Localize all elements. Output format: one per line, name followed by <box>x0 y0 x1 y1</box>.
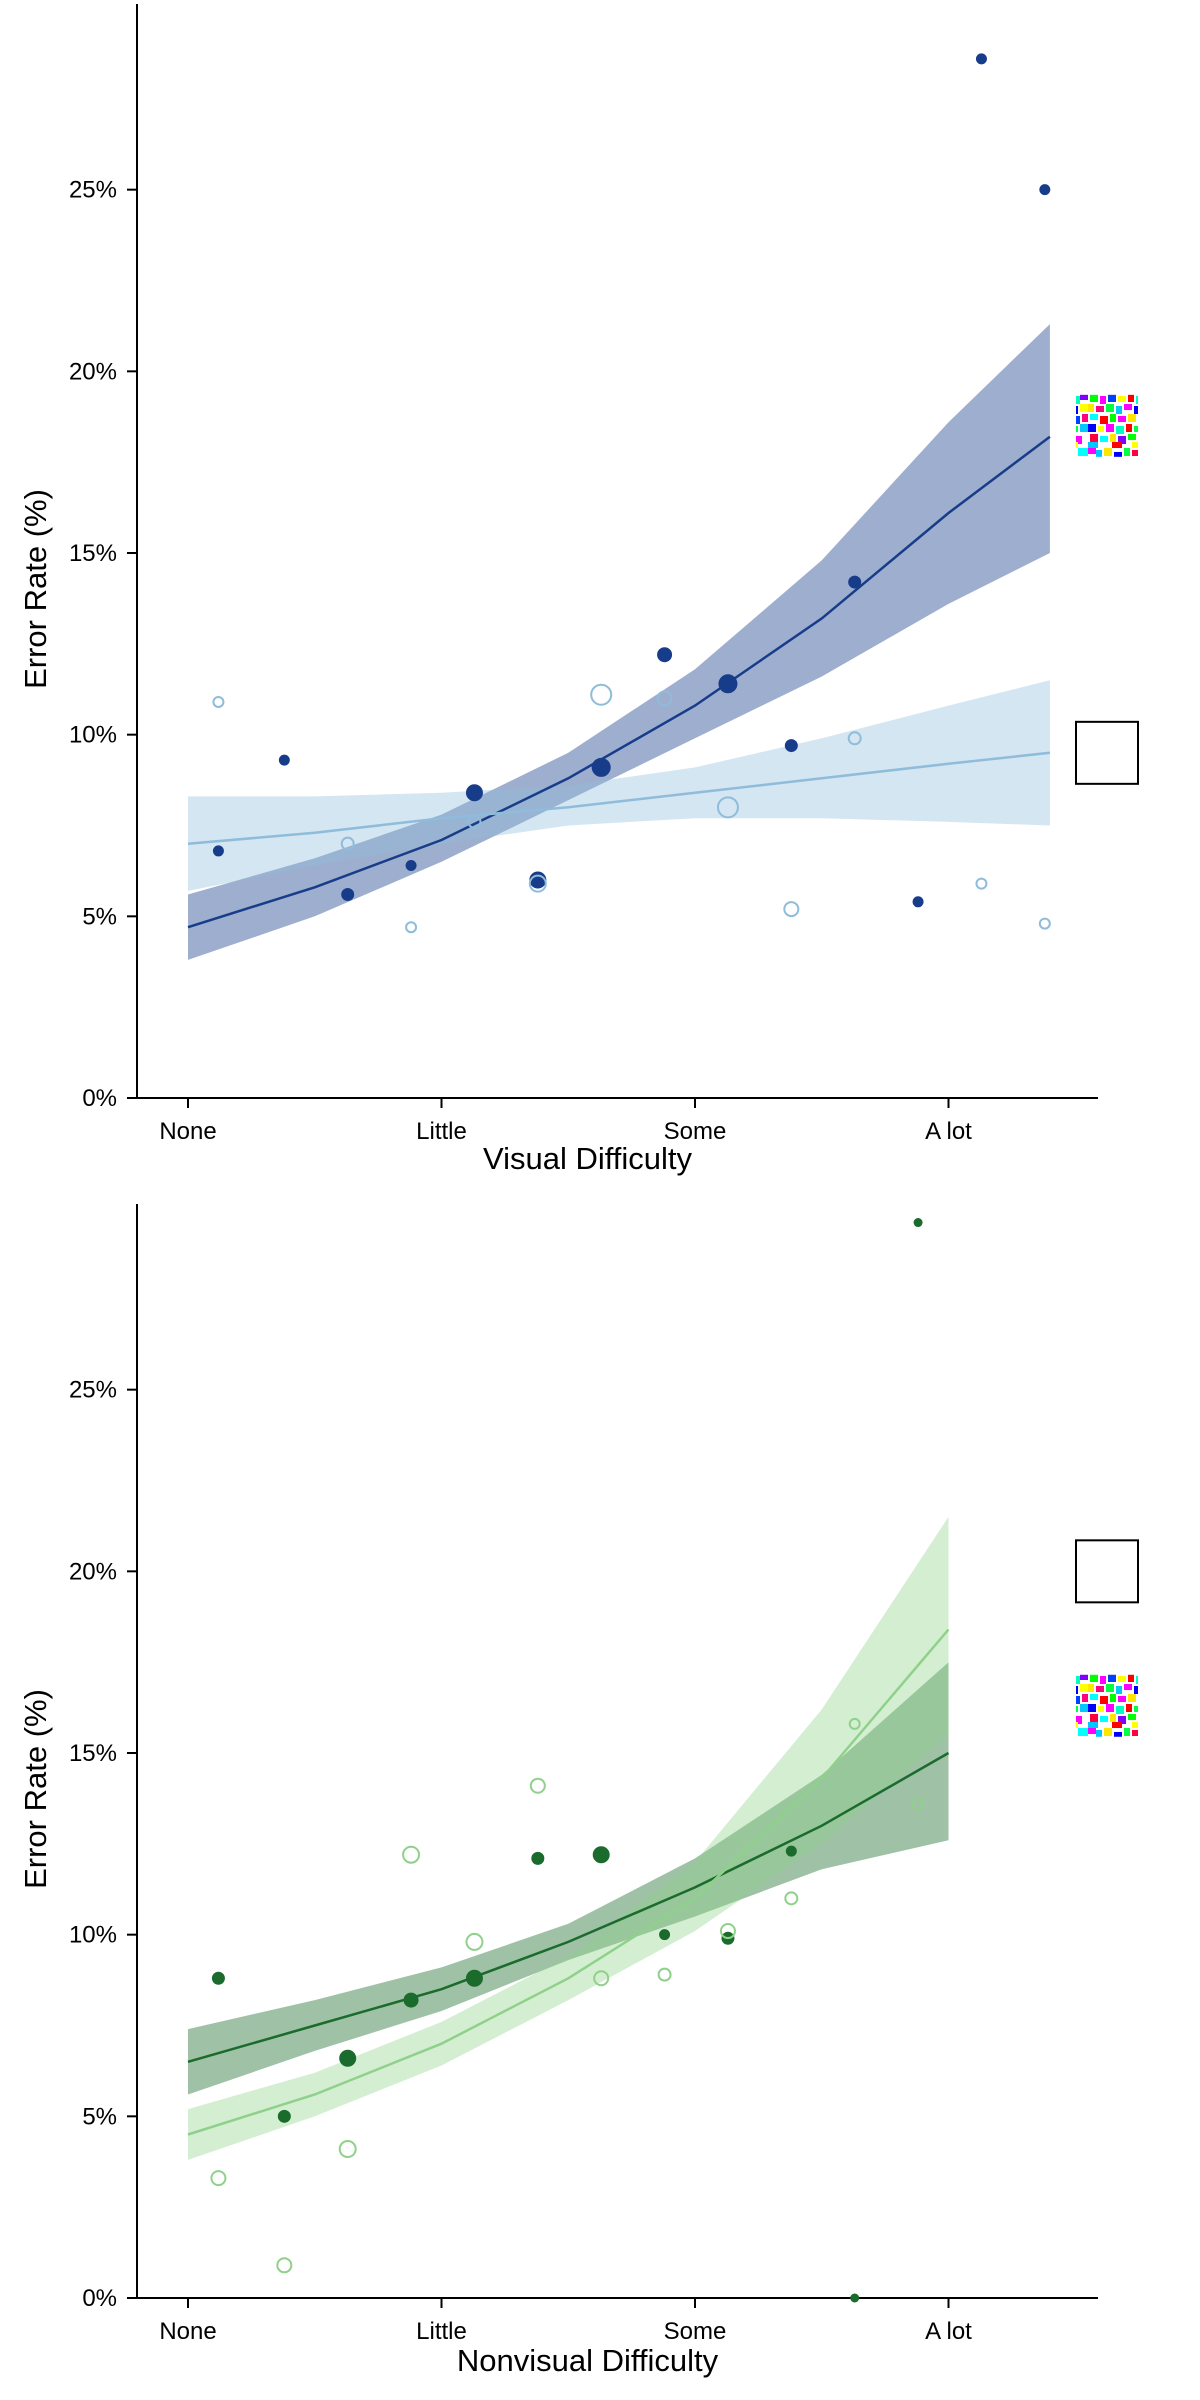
y-tick-label: 10% <box>69 1922 117 1949</box>
data-point <box>657 647 673 663</box>
y-tick-label: 5% <box>82 903 117 930</box>
data-point <box>210 2170 227 2187</box>
data-point <box>278 754 290 766</box>
data-point <box>212 845 224 857</box>
legend-swatch-pattern <box>1076 394 1138 457</box>
data-point <box>341 888 355 902</box>
fit-line-0 <box>187 435 1051 929</box>
x-tick-label: Some <box>664 1118 727 1145</box>
legend-swatch-empty <box>1075 1539 1139 1604</box>
fit-line-1 <box>187 751 1051 845</box>
chart-panel-nonvisual: 0% 5% 10% 15% 20% 25% None Little Some A lot Nonvi… <box>18 1204 1139 2378</box>
data-point <box>784 1891 799 1906</box>
data-point <box>716 796 739 819</box>
data-point <box>659 1929 671 1941</box>
data-point <box>719 1923 736 1940</box>
data-point <box>847 731 862 746</box>
y-tick-label: 20% <box>69 1558 117 1585</box>
x-axis-title: Visual Difficulty <box>483 1141 693 1176</box>
legend-swatch-pattern <box>1076 1674 1138 1737</box>
y-tick-label: 10% <box>69 722 117 749</box>
y-tick-label: 15% <box>69 1740 117 1767</box>
y-tick-label: 25% <box>69 1377 117 1404</box>
data-point <box>403 1992 419 2008</box>
confidence-band-0 <box>188 324 1050 960</box>
data-point <box>529 1777 546 1794</box>
data-point <box>656 690 673 707</box>
x-tick-label: Some <box>664 2318 727 2345</box>
data-point <box>529 871 547 889</box>
x-tick-label: None <box>159 2318 216 2345</box>
chart-panel-visual: 0% 5% 10% 15% 20% 25% None Little Some A lot Visua… <box>18 4 1139 1176</box>
data-point <box>212 695 225 708</box>
data-point <box>913 1218 923 1228</box>
data-point <box>276 2257 293 2274</box>
data-point <box>718 674 738 694</box>
x-tick-label: Little <box>416 2318 467 2345</box>
data-point <box>848 1717 861 1730</box>
fit-line-1 <box>187 1628 950 2136</box>
data-point <box>531 1851 545 1865</box>
data-point <box>405 921 418 934</box>
data-point <box>211 1971 225 1985</box>
data-point <box>591 757 611 777</box>
data-point <box>784 739 798 753</box>
data-point <box>465 1969 483 1987</box>
data-point <box>783 901 800 918</box>
data-point <box>528 874 547 893</box>
data-point <box>912 896 924 908</box>
data-point <box>340 836 355 851</box>
confidence-band-0 <box>188 1662 949 2095</box>
data-point <box>338 2140 357 2159</box>
data-point <box>465 1932 484 1951</box>
data-point <box>1038 917 1051 930</box>
data-point <box>657 1967 672 1982</box>
legend-swatch-empty <box>1075 720 1139 785</box>
data-point <box>912 1797 925 1810</box>
data-point <box>850 2293 860 2303</box>
confidence-band-1 <box>188 680 1050 891</box>
x-tick-label: A lot <box>925 2318 972 2345</box>
x-axis-title: Nonvisual Difficulty <box>457 2343 719 2378</box>
y-axis-title: Error Rate (%) <box>18 489 53 689</box>
y-axis-title: Error Rate (%) <box>18 1689 53 1889</box>
data-point <box>465 784 483 802</box>
x-tick-label: Little <box>416 1118 467 1145</box>
data-point <box>593 1970 610 1987</box>
data-point <box>975 53 987 65</box>
fit-line-0 <box>187 1751 950 2064</box>
data-point <box>592 1846 610 1864</box>
data-point <box>848 575 862 589</box>
data-point <box>975 877 988 890</box>
data-point <box>339 2049 357 2067</box>
data-point <box>467 814 482 829</box>
y-tick-label: 15% <box>69 540 117 567</box>
data-point <box>402 1845 421 1864</box>
data-point <box>405 859 417 871</box>
data-point <box>590 683 613 706</box>
data-point <box>277 2109 291 2123</box>
x-tick-label: None <box>159 1118 216 1145</box>
x-tick-label: A lot <box>925 1118 972 1145</box>
y-tick-label: 20% <box>69 358 117 385</box>
y-tick-label: 25% <box>69 177 117 204</box>
data-point <box>1039 184 1051 196</box>
y-tick-label: 0% <box>82 2285 117 2312</box>
y-tick-label: 0% <box>82 1085 117 1112</box>
y-tick-label: 5% <box>82 2103 117 2130</box>
data-point <box>785 1845 797 1857</box>
